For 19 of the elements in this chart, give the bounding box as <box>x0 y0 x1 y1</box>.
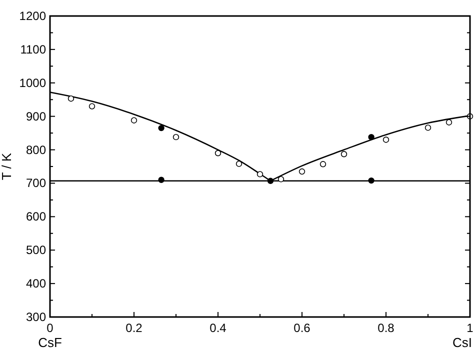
y-tick-label: 1100 <box>20 42 46 56</box>
x-tick-label: 0 <box>46 321 54 335</box>
y-tick-label: 1200 <box>19 9 46 23</box>
y-tick-label: 500 <box>26 243 46 258</box>
x-tick-label: 0.8 <box>378 321 395 335</box>
x-tick-label: 0.2 <box>126 321 143 335</box>
x-tick-label: 1 <box>466 321 474 335</box>
text: CsF <box>38 335 62 350</box>
text: CsI <box>452 335 472 350</box>
y-tick-label: 900 <box>26 109 46 124</box>
y-tick-label: 1000 <box>19 76 46 90</box>
y-tick-label: 600 <box>26 210 46 224</box>
y-axis-title: T / K <box>0 152 14 180</box>
y-tick-label: 800 <box>26 142 46 157</box>
y-tick-label: 300 <box>26 310 46 324</box>
x-tick-label: 0.6 <box>294 321 311 335</box>
x-tick-label: 0.4 <box>210 321 227 335</box>
y-tick-label: 400 <box>26 276 46 291</box>
y-tick-label: 700 <box>26 176 46 190</box>
